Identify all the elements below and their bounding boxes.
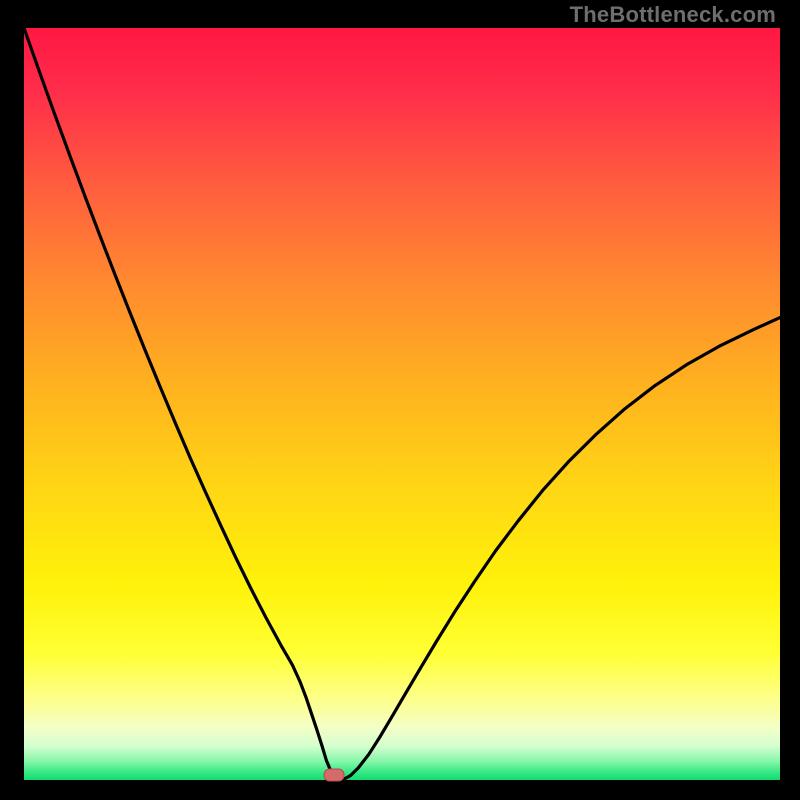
plot-area [24, 28, 780, 780]
curve-path [24, 28, 780, 779]
minimum-marker [323, 769, 344, 782]
bottleneck-curve [24, 28, 780, 780]
chart-frame: TheBottleneck.com [0, 0, 800, 800]
watermark-text: TheBottleneck.com [570, 2, 776, 28]
